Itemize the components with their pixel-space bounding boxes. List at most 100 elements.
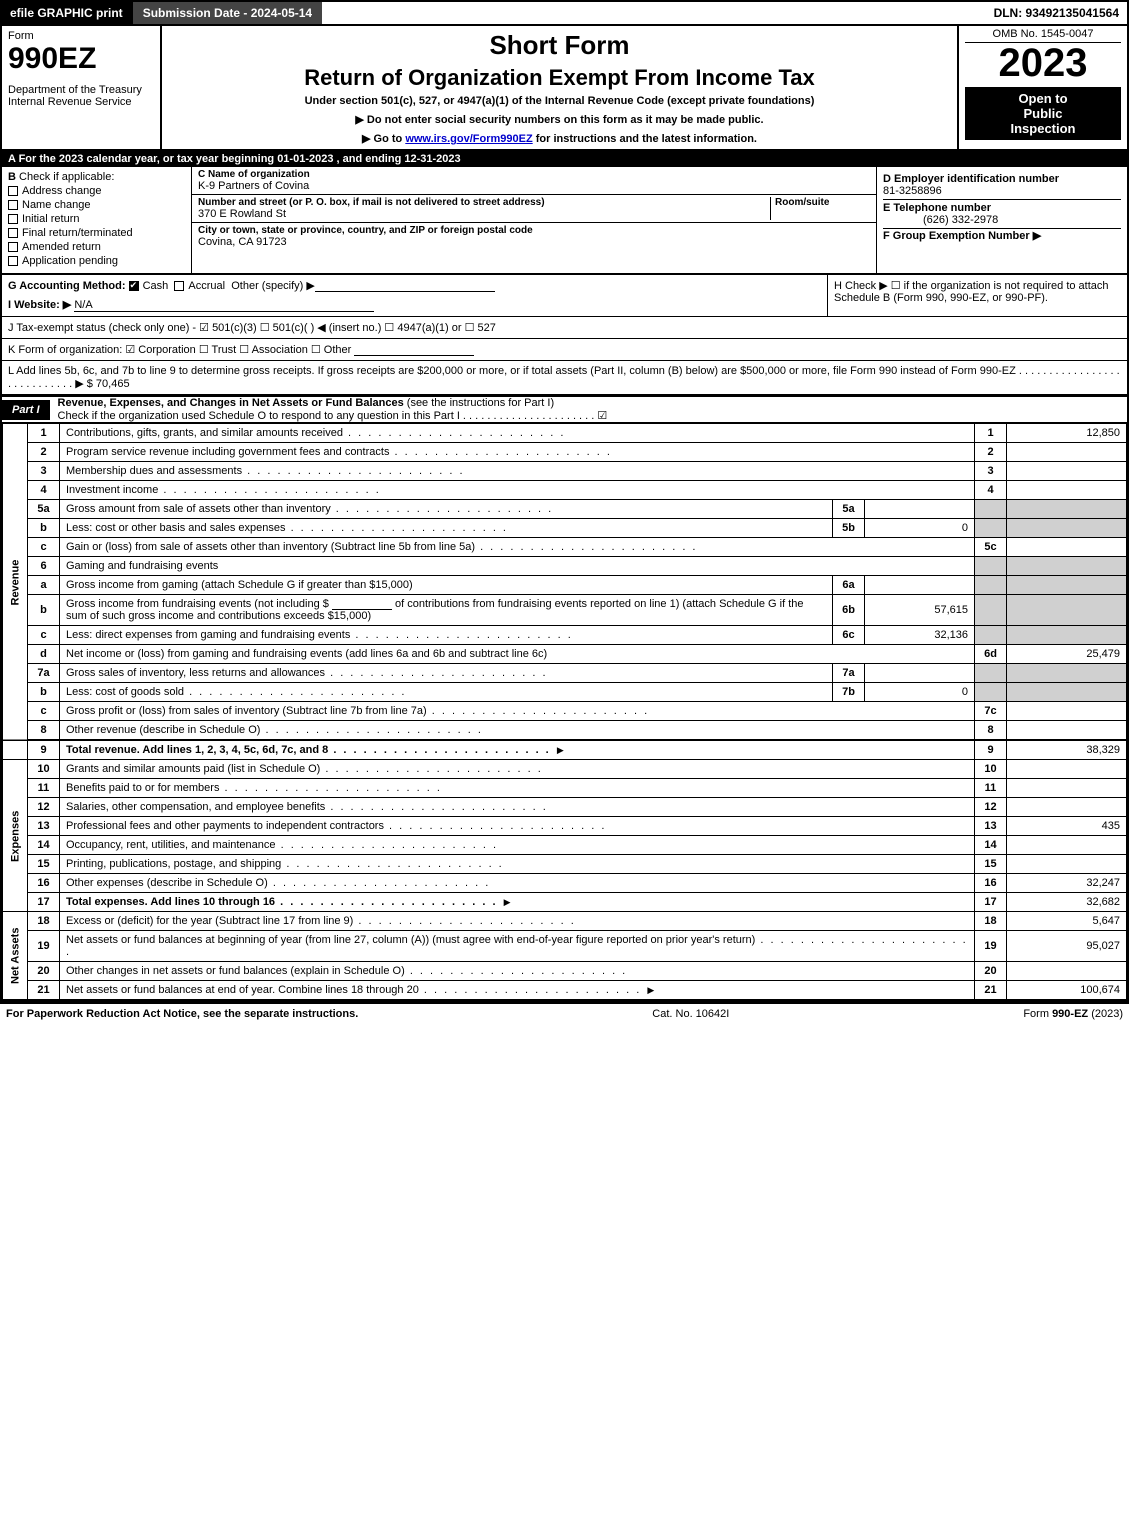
revenue-side-label: Revenue — [3, 424, 28, 741]
table-row: Revenue 1 Contributions, gifts, grants, … — [3, 424, 1127, 443]
form-label: Form — [8, 30, 154, 42]
g-cash-check[interactable] — [129, 281, 139, 291]
dln-label: DLN: 93492135041564 — [986, 2, 1127, 24]
b-opt-0[interactable]: Address change — [8, 185, 185, 197]
part1-title-wrap: Revenue, Expenses, and Changes in Net As… — [58, 397, 608, 422]
header-right: OMB No. 1545-0047 2023 Open to Public In… — [957, 26, 1127, 149]
row-k: K Form of organization: ☑ Corporation ☐ … — [2, 339, 1127, 361]
header-row: Form 990EZ Department of the Treasury In… — [2, 26, 1127, 151]
instructions-link-row: ▶ Go to www.irs.gov/Form990EZ for instru… — [168, 132, 951, 145]
table-row: 7a Gross sales of inventory, less return… — [3, 664, 1127, 683]
b-opt-5[interactable]: Application pending — [8, 255, 185, 267]
c-addr-cell: Number and street (or P. O. box, if mail… — [192, 195, 876, 223]
tax-year: 2023 — [965, 43, 1121, 83]
inspection-line-3: Inspection — [969, 121, 1117, 136]
inspection-line-2: Public — [969, 106, 1117, 121]
form-subtitle: Under section 501(c), 527, or 4947(a)(1)… — [168, 95, 951, 107]
b-opt-1[interactable]: Name change — [8, 199, 185, 211]
inspection-line-1: Open to — [969, 91, 1117, 106]
b-check-label: Check if applicable: — [19, 171, 114, 183]
footer: For Paperwork Reduction Act Notice, see … — [0, 1002, 1129, 1024]
table-row: 2 Program service revenue including gove… — [3, 443, 1127, 462]
c-city-label: City or town, state or province, country… — [198, 225, 870, 236]
col-d: D Employer identification number 81-3258… — [877, 167, 1127, 273]
col-c: C Name of organization K-9 Partners of C… — [192, 167, 877, 273]
table-row: 17 Total expenses. Add lines 10 through … — [3, 893, 1127, 912]
col-b: B Check if applicable: Address change Na… — [2, 167, 192, 273]
part1-sub: (see the instructions for Part I) — [407, 397, 554, 409]
b-opt-3[interactable]: Final return/terminated — [8, 227, 185, 239]
footer-left: For Paperwork Reduction Act Notice, see … — [6, 1008, 358, 1020]
table-row: 19 Net assets or fund balances at beginn… — [3, 931, 1127, 962]
c-city-cell: City or town, state or province, country… — [192, 223, 876, 250]
c-addr-label: Number and street (or P. O. box, if mail… — [198, 197, 770, 208]
6b-blank[interactable] — [332, 598, 392, 610]
row-g: G Accounting Method: Cash Accrual Other … — [2, 275, 827, 316]
table-row: 11 Benefits paid to or for members 11 — [3, 779, 1127, 798]
row-j: J Tax-exempt status (check only one) - ☑… — [2, 317, 1127, 339]
dept-line-1: Department of the Treasury — [8, 84, 154, 96]
table-row: 6 Gaming and fundraising events — [3, 557, 1127, 576]
g-accrual: Accrual — [188, 280, 225, 292]
table-row: 14 Occupancy, rent, utilities, and maint… — [3, 836, 1127, 855]
c-room-label: Room/suite — [775, 197, 870, 208]
table-row: a Gross income from gaming (attach Sched… — [3, 576, 1127, 595]
note2-pre: ▶ Go to — [362, 133, 405, 145]
table-row: c Less: direct expenses from gaming and … — [3, 626, 1127, 645]
line-1-desc: Contributions, gifts, grants, and simila… — [60, 424, 975, 443]
c-name-cell: C Name of organization K-9 Partners of C… — [192, 167, 876, 195]
short-form-title: Short Form — [168, 30, 951, 61]
form-container: efile GRAPHIC print Submission Date - 20… — [0, 0, 1129, 1002]
c-name-value: K-9 Partners of Covina — [198, 180, 870, 192]
d-ein: D Employer identification number 81-3258… — [883, 171, 1121, 200]
c-addr-value: 370 E Rowland St — [198, 208, 770, 220]
i-label: I Website: ▶ — [8, 299, 71, 311]
row-gh: G Accounting Method: Cash Accrual Other … — [2, 275, 1127, 317]
header-left: Form 990EZ Department of the Treasury In… — [2, 26, 162, 149]
k-other-blank[interactable] — [354, 344, 474, 356]
part1-check-line: Check if the organization used Schedule … — [58, 410, 608, 422]
table-row: b Gross income from fundraising events (… — [3, 595, 1127, 626]
table-row: Expenses 10 Grants and similar amounts p… — [3, 760, 1127, 779]
expenses-side-label: Expenses — [3, 760, 28, 912]
row-h: H Check ▶ ☐ if the organization is not r… — [827, 275, 1127, 316]
g-other-blank[interactable] — [315, 280, 495, 292]
g-label: G Accounting Method: — [8, 280, 126, 292]
g-cash: Cash — [143, 280, 169, 292]
footer-right: Form 990-EZ (2023) — [1023, 1008, 1123, 1020]
d-ein-label: D Employer identification number — [883, 173, 1059, 185]
part1-header: Part I Revenue, Expenses, and Changes in… — [2, 395, 1127, 423]
f-group-label: F Group Exemption Number ▶ — [883, 230, 1041, 242]
inspection-badge: Open to Public Inspection — [965, 87, 1121, 140]
b-opt-4[interactable]: Amended return — [8, 241, 185, 253]
revenue-table: Revenue 1 Contributions, gifts, grants, … — [2, 423, 1127, 1000]
c-name-label: C Name of organization — [198, 169, 870, 180]
line-1-num: 1 — [28, 424, 60, 443]
b-letter: B — [8, 171, 16, 183]
d-ein-value: 81-3258896 — [883, 185, 942, 197]
b-opt-2[interactable]: Initial return — [8, 213, 185, 225]
table-row: b Less: cost or other basis and sales ex… — [3, 519, 1127, 538]
e-phone-label: E Telephone number — [883, 202, 991, 214]
irs-link[interactable]: www.irs.gov/Form990EZ — [405, 133, 532, 145]
table-row: 8 Other revenue (describe in Schedule O)… — [3, 721, 1127, 741]
table-row: 9 Total revenue. Add lines 1, 2, 3, 4, 5… — [3, 740, 1127, 760]
table-row: 20 Other changes in net assets or fund b… — [3, 962, 1127, 981]
table-row: 3 Membership dues and assessments 3 — [3, 462, 1127, 481]
table-row: 13 Professional fees and other payments … — [3, 817, 1127, 836]
row-a-calendar-year: A For the 2023 calendar year, or tax yea… — [2, 151, 1127, 167]
table-row: b Less: cost of goods sold 7b 0 — [3, 683, 1127, 702]
line-1-amt: 12,850 — [1007, 424, 1127, 443]
topbar: efile GRAPHIC print Submission Date - 20… — [2, 2, 1127, 26]
section-bcdef: B Check if applicable: Address change Na… — [2, 167, 1127, 275]
footer-mid: Cat. No. 10642I — [652, 1008, 729, 1020]
header-center: Short Form Return of Organization Exempt… — [162, 26, 957, 149]
table-row: c Gross profit or (loss) from sales of i… — [3, 702, 1127, 721]
table-row: d Net income or (loss) from gaming and f… — [3, 645, 1127, 664]
line-1-ln: 1 — [975, 424, 1007, 443]
note2-post: for instructions and the latest informat… — [533, 133, 757, 145]
submission-date: Submission Date - 2024-05-14 — [131, 2, 322, 24]
g-accrual-check[interactable] — [174, 281, 184, 291]
row-k-text: K Form of organization: ☑ Corporation ☐ … — [8, 344, 351, 356]
row-l: L Add lines 5b, 6c, and 7b to line 9 to … — [2, 361, 1127, 395]
